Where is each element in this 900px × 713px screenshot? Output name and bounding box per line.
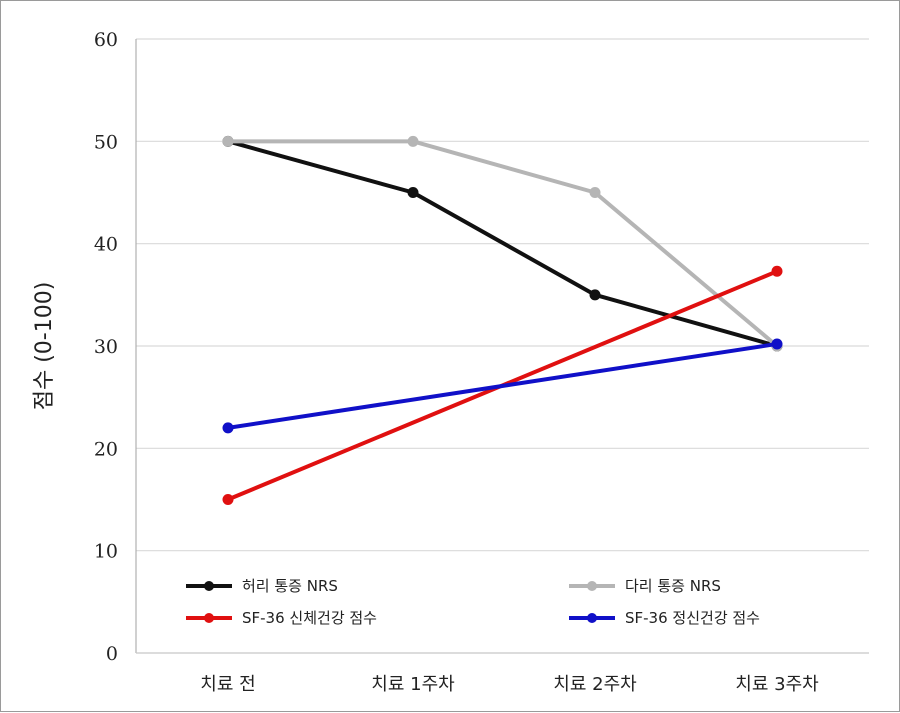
legend-item: SF-36 신체건강 점수 [186,609,377,627]
data-point [222,494,234,505]
x-tick-label: 치료 2주차 [553,674,637,695]
data-point [589,187,601,198]
legend-swatch-marker [204,613,214,623]
legend-label: SF-36 정신건강 점수 [625,609,760,627]
axis-layer: 0 10 20 30 40 50 60 치료 전 치료 1주차 치료 2주차 치료 3주차 [94,29,869,695]
legend-item: 허리 통증 NRS [186,577,338,595]
legend-item: 다리 통증 NRS [569,577,721,595]
series-line [226,139,779,348]
series-4 [222,338,783,434]
legend: 허리 통증 NRS 다리 통증 NRS SF-36 신체건강 점수 SF-36 정신건… [186,577,760,627]
y-tick-label: 10 [94,541,118,563]
y-axis-label: 점수 (0-100) [32,282,57,411]
data-point [407,187,419,198]
data-point [222,135,234,147]
y-tick-label: 30 [94,336,118,358]
legend-label: 다리 통증 NRS [625,577,721,595]
series-layer [222,135,783,505]
y-tick-label: 0 [106,643,118,665]
legend-label: 허리 통증 NRS [242,577,338,595]
grid-layer [136,38,869,552]
data-point [771,265,783,277]
legend-label: SF-36 신체건강 점수 [242,609,377,627]
legend-swatch-marker [204,581,214,591]
data-point [407,135,419,147]
series-line [226,341,779,430]
legend-swatch-marker [587,613,597,623]
y-tick-label: 20 [94,438,118,460]
legend-swatch-marker [587,581,597,591]
x-tick-label: 치료 3주차 [735,674,819,695]
series-line [226,139,779,348]
data-point [771,338,783,350]
y-tick-label: 40 [94,234,118,256]
data-point [222,422,234,434]
x-tick-label: 치료 전 [200,674,255,695]
legend-item: SF-36 정신건강 점수 [569,609,760,627]
y-tick-label: 60 [94,29,118,51]
data-point [589,289,601,301]
y-tick-label: 50 [94,131,118,153]
x-tick-label: 치료 1주차 [371,674,455,695]
